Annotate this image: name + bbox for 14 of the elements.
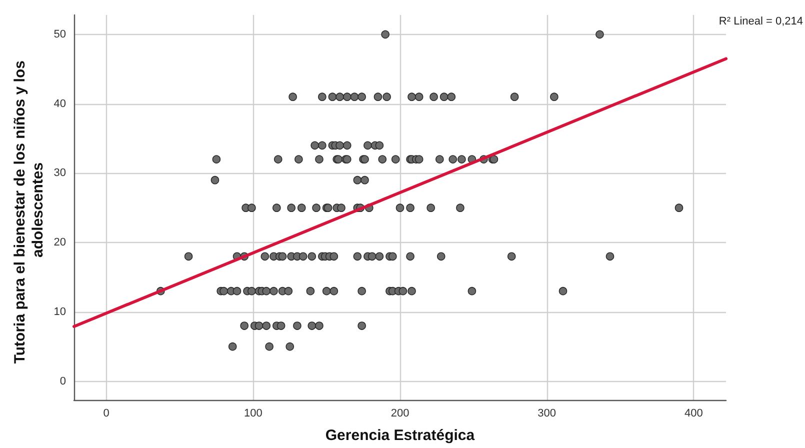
y-tick-label: 0 xyxy=(60,375,66,388)
y-tick-label: 50 xyxy=(54,28,66,40)
y-tick-label: 20 xyxy=(54,236,66,249)
y-axis-title: Tutoria para el bienestar de los niños y los adolescentes xyxy=(12,56,46,364)
annotation: R² Lineal = 0,214 xyxy=(718,16,804,28)
y-tick-label: 40 xyxy=(54,98,66,110)
x-tick-label: 100 xyxy=(244,408,262,420)
y-tick-label: 10 xyxy=(54,306,66,318)
y-tick-label: 30 xyxy=(54,167,66,180)
x-tick-label: 300 xyxy=(538,408,556,420)
x-axis-title: Gerencia Estratégica xyxy=(325,427,476,444)
x-tick-label: 0 xyxy=(103,408,110,420)
x-tick-label: 200 xyxy=(390,408,410,420)
x-tick-label: 400 xyxy=(684,408,703,420)
